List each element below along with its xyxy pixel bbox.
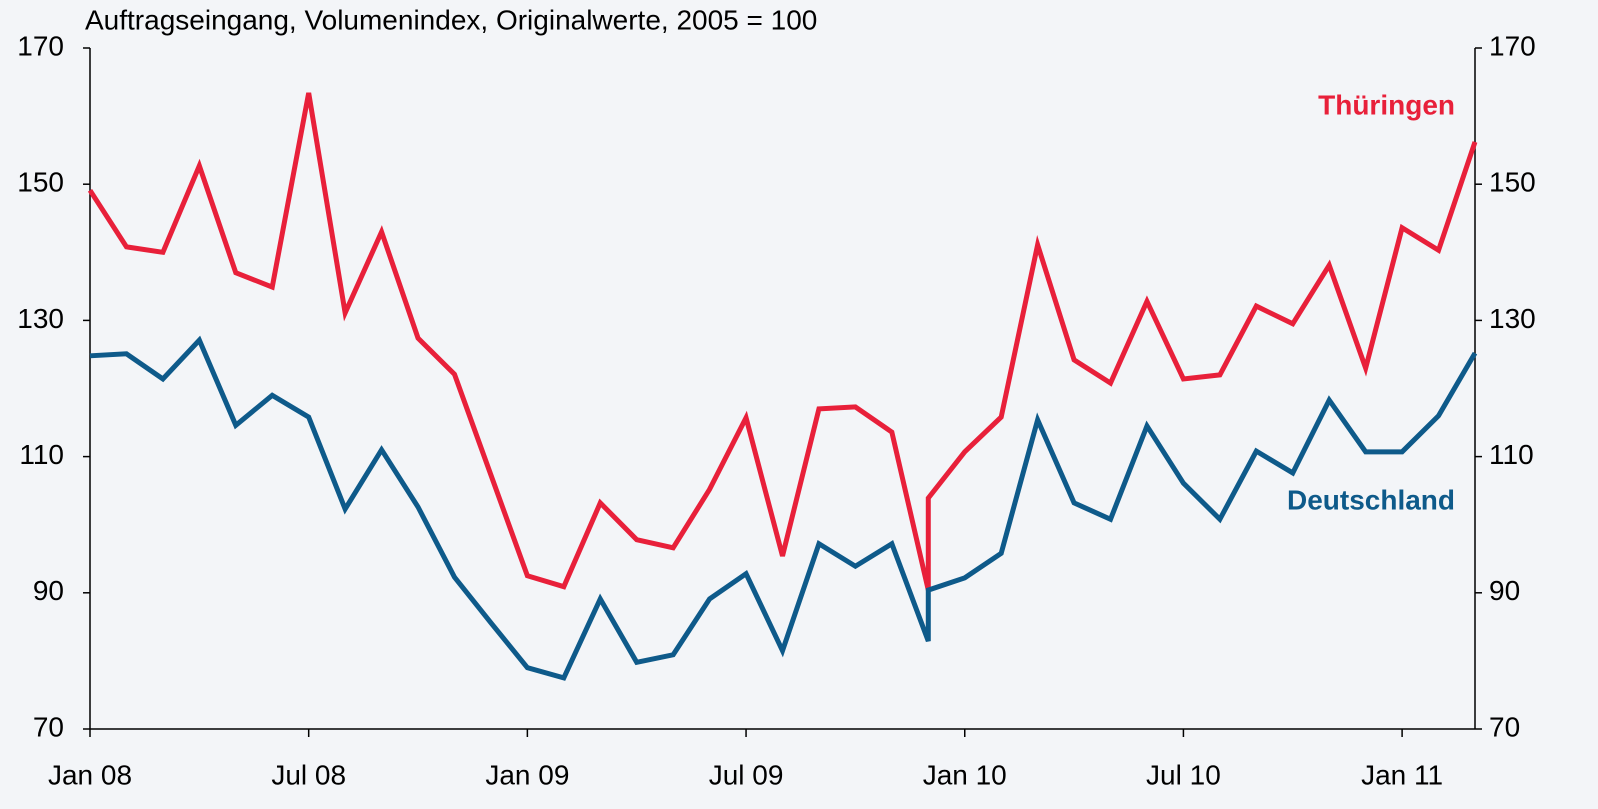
y2-tick-label: 170 xyxy=(1489,30,1536,61)
x-tick-label: Jan 09 xyxy=(485,759,569,790)
series-label: Thüringen xyxy=(1318,89,1455,120)
x-tick-label: Jan 11 xyxy=(1361,759,1443,790)
y2-tick-label: 150 xyxy=(1489,167,1536,198)
series-label: Deutschland xyxy=(1287,484,1455,515)
x-tick-label: Jan 10 xyxy=(923,759,1007,790)
y-tick-label: 130 xyxy=(17,303,64,334)
chart-title: Auftragseingang, Volumenindex, Originalw… xyxy=(85,4,817,35)
y-tick-label: 90 xyxy=(33,575,64,606)
y-tick-label: 170 xyxy=(17,30,64,61)
y2-tick-label: 70 xyxy=(1489,711,1520,742)
y-tick-label: 70 xyxy=(33,711,64,742)
y2-tick-label: 90 xyxy=(1489,575,1520,606)
series-line xyxy=(89,335,1478,681)
x-tick-label: Jan 08 xyxy=(48,759,132,790)
x-tick-label: Jul 08 xyxy=(271,759,346,790)
x-tick-label: Jul 10 xyxy=(1146,759,1221,790)
y2-tick-label: 110 xyxy=(1489,439,1534,470)
x-tick-label: Jul 09 xyxy=(709,759,784,790)
y-tick-label: 110 xyxy=(19,439,64,470)
y-tick-label: 150 xyxy=(17,167,64,198)
series-line xyxy=(87,92,1478,591)
y2-tick-label: 130 xyxy=(1489,303,1536,334)
